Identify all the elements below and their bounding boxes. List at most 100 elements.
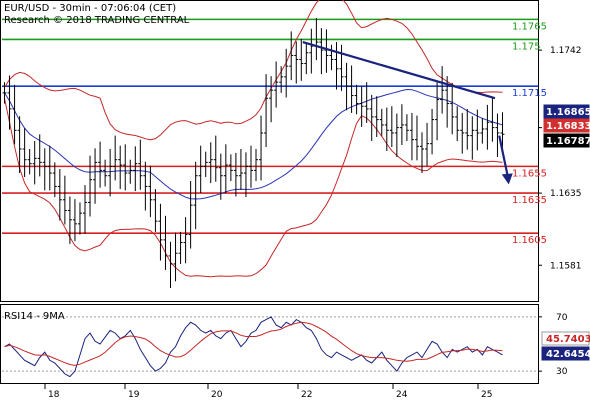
ohlc-bar	[304, 42, 309, 75]
rsi-ma-line	[4, 321, 503, 366]
level-label: 1.1715	[512, 88, 547, 99]
level-lines: 1.1765 1.175 1.1715 1.1655 1.1635 1.1605	[2, 18, 547, 246]
ohlc-bar	[440, 66, 445, 114]
ohlc-bar	[77, 202, 82, 235]
ohlc-bar	[173, 232, 178, 282]
ohlc-bar	[500, 112, 505, 152]
ohlc-bar	[27, 148, 32, 175]
ohlc-bar	[475, 109, 480, 151]
candles	[2, 18, 505, 288]
ohlc-bar	[264, 74, 269, 147]
trend-annotations	[302, 41, 513, 185]
y-tick-label: 1.1581	[550, 261, 582, 271]
ohlc-bar	[67, 196, 72, 244]
ohlc-bar	[82, 185, 87, 234]
ohlc-bar	[52, 162, 57, 198]
ohlc-bar	[339, 44, 344, 91]
y-tick-label: 1.1635	[550, 189, 582, 199]
price-badge-box	[543, 133, 590, 148]
ohlc-bar	[243, 152, 248, 198]
price-badge: 1.16865	[543, 104, 590, 119]
rsi-badge-label: 42.6454	[546, 349, 590, 360]
ohlc-bar	[238, 148, 243, 190]
ohlc-bar	[62, 175, 67, 225]
moving-average	[4, 88, 503, 200]
ohlc-bar	[369, 94, 374, 141]
level-label: 1.1655	[512, 168, 547, 179]
chart-header-copyright: Research © 2018 TRADING CENTRAL	[4, 15, 190, 26]
ohlc-bar	[394, 113, 399, 158]
forecast-arrow-head	[501, 173, 513, 185]
ohlc-bar	[455, 106, 460, 141]
ohlc-bar	[359, 86, 364, 127]
ohlc-bar	[248, 145, 253, 188]
chart-header-title: EUR/USD - 30min - 07:06:04 (CET)	[4, 3, 176, 14]
ohlc-bar	[279, 66, 284, 93]
ohlc-bar	[379, 108, 384, 136]
ohlc-bar	[344, 62, 349, 111]
ohlc-bar	[123, 144, 128, 191]
ohlc-bar	[183, 217, 188, 264]
ohlc-bar	[153, 189, 158, 232]
ohlc-bar	[178, 231, 183, 264]
ohlc-bar	[404, 114, 409, 141]
rsi-y-tick-label: 30	[556, 367, 568, 377]
ohlc-bar	[37, 134, 42, 177]
ohlc-bar	[495, 113, 500, 158]
ohlc-bar	[409, 112, 414, 161]
ohlc-bar	[334, 42, 339, 90]
ohlc-bar	[148, 165, 153, 218]
rsi-panel-frame	[0, 304, 539, 384]
bollinger-lower	[4, 98, 503, 278]
ohlc-bar	[425, 122, 430, 167]
ohlc-bar	[329, 44, 334, 71]
ohlc-bar	[218, 153, 223, 200]
ohlc-bar	[269, 76, 274, 123]
rsi-badge-label: 45.7403	[546, 334, 590, 345]
rsi-badge-box	[541, 331, 590, 346]
price-badges: 1.16865 1.16833 1.16787 45.7403 42.6454	[541, 104, 590, 361]
price-badge-box	[543, 104, 590, 119]
ohlc-bar	[233, 153, 238, 197]
price-badge: 1.16833	[543, 118, 590, 133]
level-label: 1.1765	[512, 21, 547, 32]
rsi-y-tick-label: 70	[556, 313, 568, 323]
x-tick-label: 24	[396, 390, 408, 400]
ohlc-bar	[254, 148, 259, 182]
ohlc-bar	[259, 115, 264, 181]
ohlc-bar	[309, 28, 314, 74]
price-badge-label: 1.16833	[546, 121, 590, 132]
ohlc-bar	[17, 116, 22, 174]
level-label: 1.175	[512, 41, 541, 52]
level-label: 1.1605	[512, 235, 547, 246]
ohlc-bar	[138, 139, 143, 190]
ohlc-bar	[108, 148, 113, 197]
ohlc-bar	[399, 104, 404, 145]
ohlc-bar	[193, 161, 198, 230]
ohlc-bar	[470, 116, 475, 160]
ohlc-bar	[22, 128, 27, 178]
ohlc-bar	[349, 65, 354, 113]
ohlc-bar	[203, 151, 208, 178]
ohlc-bar	[93, 148, 98, 204]
x-tick-label: 18	[48, 390, 60, 400]
x-tick-label: 20	[211, 390, 223, 400]
y-tick-label: 1.1742	[550, 46, 582, 56]
ohlc-bar	[103, 159, 108, 187]
ohlc-bar	[324, 29, 329, 73]
ohlc-bar	[460, 112, 465, 154]
ohlc-bar	[143, 161, 148, 211]
ohlc-bar	[57, 169, 62, 221]
price-badge-label: 1.16787	[546, 136, 590, 147]
ohlc-bar	[208, 142, 213, 184]
ohlc-bar	[168, 241, 173, 288]
ohlc-bar	[374, 96, 379, 137]
level-label: 1.1635	[512, 195, 547, 206]
rsi-badge: 42.6454	[541, 346, 590, 361]
ohlc-bar	[485, 104, 490, 150]
ohlc-bar	[294, 41, 299, 84]
ohlc-bar	[12, 84, 17, 145]
ohlc-bar	[284, 48, 289, 98]
ohlc-bar	[274, 61, 279, 108]
